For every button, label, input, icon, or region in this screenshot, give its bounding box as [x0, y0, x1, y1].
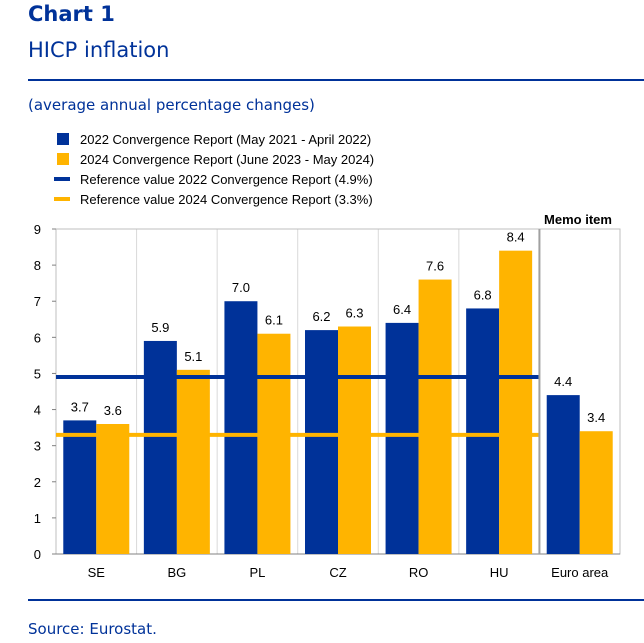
plot-area: Memo item 0 1 2 3 4 5 6 7 8 9 3.7 3.6 SE 5.9 5.1 BG 7.0 6.…: [34, 212, 621, 580]
bar-cz-series-2: [338, 326, 371, 554]
data-label: 6.2: [312, 309, 330, 324]
x-tick-label: Euro area: [551, 565, 609, 580]
legend-label-reference-1: Reference value 2022 Convergence Report …: [80, 172, 373, 187]
footer-rule: [28, 599, 644, 601]
legend-swatch-series-1: [57, 133, 69, 145]
data-label: 3.4: [587, 410, 605, 425]
legend-label-reference-2: Reference value 2024 Convergence Report …: [80, 192, 373, 207]
data-label: 5.9: [151, 320, 169, 335]
y-tick-label: 1: [34, 511, 41, 526]
chart-number: Chart 1: [28, 2, 115, 26]
x-tick-label: BG: [167, 565, 186, 580]
chart-subtitle: (average annual percentage changes): [28, 96, 315, 114]
y-tick-label: 4: [34, 403, 41, 418]
legend: 2022 Convergence Report (May 2021 - Apri…: [54, 132, 374, 207]
y-tick-label: 3: [34, 439, 41, 454]
y-tick-label: 0: [34, 547, 41, 562]
x-tick-label: PL: [249, 565, 265, 580]
data-label: 7.0: [232, 280, 250, 295]
bar-pl-series-1: [224, 301, 258, 554]
x-tick-label: SE: [88, 565, 106, 580]
data-label: 8.4: [507, 230, 525, 245]
y-tick-label: 5: [34, 366, 41, 381]
x-tick-label: HU: [490, 565, 509, 580]
bar-pl-series-2: [257, 333, 291, 554]
y-tick-label: 8: [34, 258, 41, 273]
data-label: 5.1: [184, 349, 202, 364]
data-label: 3.6: [104, 403, 122, 418]
chart-canvas: 2022 Convergence Report (May 2021 - Apri…: [34, 132, 621, 580]
data-label: 6.3: [345, 306, 363, 321]
data-label: 6.1: [265, 313, 283, 328]
y-tick-label: 6: [34, 330, 41, 345]
bar-cz-series-1: [305, 330, 338, 554]
bar-bg-series-1: [143, 340, 177, 554]
data-label: 6.4: [393, 302, 411, 317]
y-tick-label: 9: [34, 222, 41, 237]
bar-se-series-2: [96, 424, 130, 554]
data-label: 6.8: [474, 287, 492, 302]
bar-bg-series-2: [176, 369, 210, 554]
bar-ro-series-2: [418, 279, 452, 554]
bar-ro-series-1: [385, 322, 419, 554]
y-tick-label: 2: [34, 475, 41, 490]
source-note: Source: Eurostat.: [28, 620, 157, 638]
legend-label-series-2: 2024 Convergence Report (June 2023 - May…: [80, 152, 374, 167]
bar-hu-series-2: [499, 250, 533, 554]
legend-label-series-1: 2022 Convergence Report (May 2021 - Apri…: [80, 132, 371, 147]
bar-se-series-1: [63, 420, 97, 554]
x-tick-label: RO: [409, 565, 429, 580]
bar-euro-area-series-1: [546, 395, 580, 554]
header-rule: [28, 79, 644, 81]
x-tick-label: CZ: [329, 565, 346, 580]
legend-swatch-series-2: [57, 153, 69, 165]
memo-item-label: Memo item: [544, 212, 612, 227]
y-tick-label: 7: [34, 294, 41, 309]
bar-hu-series-1: [466, 308, 500, 554]
data-label: 4.4: [554, 374, 572, 389]
chart-title: HICP inflation: [28, 38, 170, 62]
data-label: 7.6: [426, 259, 444, 274]
bar-euro-area-series-2: [579, 431, 613, 554]
data-label: 3.7: [71, 399, 89, 414]
